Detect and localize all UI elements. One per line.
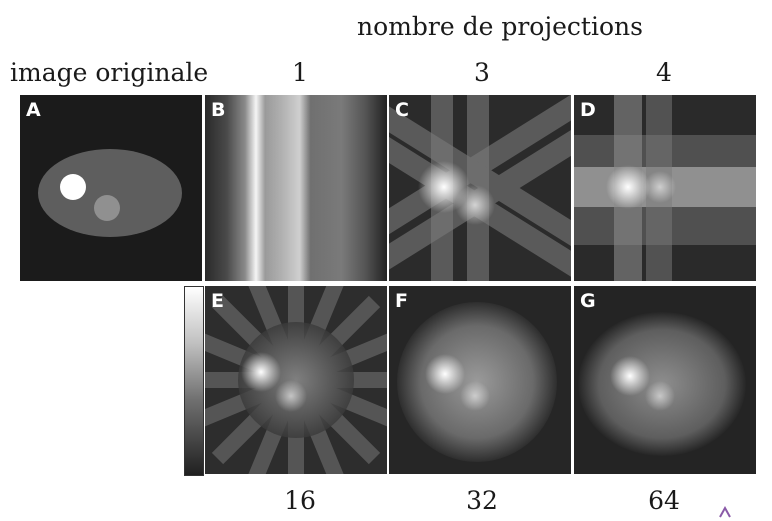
count-label-e: 16	[284, 486, 316, 515]
count-label-f: 32	[466, 486, 498, 515]
panel-label-a: A	[26, 99, 41, 121]
panel-b-1-projection: B	[205, 95, 387, 281]
panel-g-64-projections: G	[574, 286, 756, 474]
reconstruction-16-image	[205, 286, 387, 474]
original-image-label: image originale	[10, 58, 209, 87]
panel-label-g: G	[580, 290, 596, 312]
panel-label-e: E	[211, 290, 224, 312]
reconstruction-64-image	[574, 286, 756, 474]
reconstruction-1-image	[205, 95, 387, 281]
panel-label-f: F	[395, 290, 408, 312]
count-label-d: 4	[656, 58, 672, 87]
reconstruction-32-image	[389, 286, 571, 474]
reconstruction-3-image	[389, 95, 571, 281]
panel-e-16-projections: E	[205, 286, 387, 474]
original-phantom-image	[20, 95, 202, 281]
panel-label-d: D	[580, 99, 596, 121]
count-label-g: 64	[648, 486, 680, 515]
panel-label-b: B	[211, 99, 226, 121]
panel-d-4-projections: D	[574, 95, 756, 281]
corner-arrow-icon	[719, 505, 731, 518]
panel-a-original: A	[20, 95, 202, 281]
panel-label-c: C	[395, 99, 409, 121]
grayscale-colorbar	[184, 286, 204, 476]
panel-c-3-projections: C	[389, 95, 571, 281]
count-label-c: 3	[474, 58, 490, 87]
reconstruction-4-image	[574, 95, 756, 281]
count-label-b: 1	[292, 58, 308, 87]
panel-f-32-projections: F	[389, 286, 571, 474]
header-title: nombre de projections	[357, 12, 643, 41]
